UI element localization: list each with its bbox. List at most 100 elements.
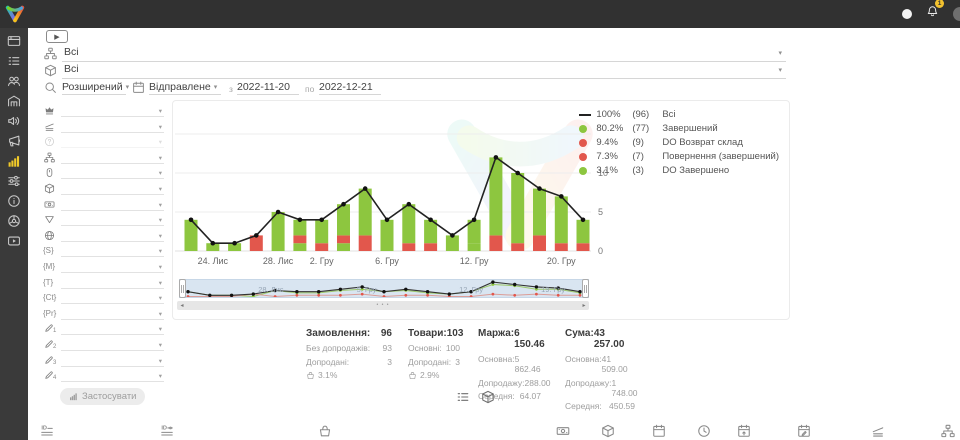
calendar-icon bbox=[132, 81, 145, 94]
search-icon bbox=[44, 81, 57, 94]
stats-row: Допродажу: 1 748.00 bbox=[565, 377, 638, 398]
calendar-icon[interactable] bbox=[652, 424, 666, 438]
theme-toggle-icon[interactable] bbox=[902, 9, 912, 19]
sidebar-item-megaphone[interactable] bbox=[7, 134, 21, 148]
notifications-button[interactable]: 1 bbox=[926, 0, 944, 23]
chevron-down-icon: ▾ bbox=[158, 201, 162, 209]
search-mode-select[interactable]: Розширений ▾ bbox=[62, 79, 129, 95]
filter-row-pencil: 2 ▾ bbox=[44, 338, 164, 354]
svg-text:5: 5 bbox=[598, 207, 603, 217]
scroll-left-arrow[interactable]: ◂ bbox=[180, 303, 184, 309]
box-3d-icon[interactable] bbox=[601, 424, 615, 438]
sidebar-item-wheel[interactable] bbox=[7, 214, 21, 228]
scrollbar-grip[interactable]: • • • bbox=[376, 302, 390, 308]
filter-select[interactable]: ▾ bbox=[61, 291, 164, 305]
sidebar-item-info[interactable] bbox=[7, 194, 21, 208]
legend-item[interactable]: 9.4% (9) DO Возврат склад bbox=[579, 137, 779, 148]
sidebar-item-card[interactable] bbox=[7, 34, 21, 48]
filter-select[interactable]: ▾ bbox=[61, 135, 164, 149]
layers-icon[interactable] bbox=[871, 424, 885, 438]
avatar[interactable] bbox=[953, 7, 960, 21]
id-link-icon[interactable]: ID bbox=[160, 424, 174, 438]
view-toggle-box-3d[interactable] bbox=[481, 390, 495, 404]
sidebar-item-play-box[interactable] bbox=[7, 234, 21, 248]
calendar-edit-icon[interactable] bbox=[797, 424, 811, 438]
chevron-down-icon: ▾ bbox=[158, 341, 162, 349]
chart-legend: 100% (96) Всі 80.2% (77) Завершений 9.4% (9) DO … bbox=[579, 109, 779, 179]
navigator-left-handle[interactable] bbox=[179, 279, 186, 298]
filter-row-sitemap: ▾ bbox=[44, 151, 164, 167]
filter-select[interactable]: ▾ bbox=[61, 338, 164, 351]
filter-row-pencil: 4 ▾ bbox=[44, 369, 164, 385]
chevron-down-icon: ▾ bbox=[778, 67, 782, 74]
filter-select[interactable]: ▾ bbox=[61, 182, 164, 195]
stats-column: Сума: 43 257.00 Основна: 41 509.00 Допродажу… bbox=[565, 328, 638, 415]
token-label: {T} bbox=[43, 277, 54, 287]
sidebar-item-list[interactable] bbox=[7, 54, 21, 68]
orders-chart[interactable]: 0 5 10 24. Лис 28. Лис 2. Гру 6. Гру 12. Гру 20.… bbox=[173, 101, 613, 269]
sidebar-item-sliders[interactable] bbox=[7, 174, 21, 188]
view-toggle-list[interactable] bbox=[456, 390, 470, 404]
chevron-down-icon: ▾ bbox=[158, 279, 162, 287]
chevron-down-icon: ▾ bbox=[158, 232, 162, 240]
filter-select[interactable]: ▾ bbox=[61, 369, 164, 383]
filter-select[interactable]: ▾ bbox=[61, 166, 164, 180]
filter-select[interactable]: ▾ bbox=[61, 260, 164, 273]
status-group-select[interactable]: Всі ▾ bbox=[62, 46, 786, 62]
basket-icon[interactable] bbox=[318, 424, 332, 438]
product-select[interactable]: Всі ▾ bbox=[62, 63, 786, 79]
legend-item[interactable]: 100% (96) Всі bbox=[579, 109, 779, 120]
filter-select[interactable]: ▾ bbox=[61, 307, 164, 320]
sidebar-item-users[interactable] bbox=[7, 74, 21, 88]
legend-item[interactable]: 7.3% (7) Повернення (завершений) bbox=[579, 151, 779, 162]
date-to-input[interactable]: 2022-12-21 bbox=[319, 79, 381, 95]
navigator-tick-label: 5. Гру bbox=[356, 285, 377, 294]
legend-item[interactable]: 80.2% (77) Завершений bbox=[579, 123, 779, 134]
filter-select[interactable]: ▾ bbox=[61, 322, 164, 336]
filter-select[interactable]: ▾ bbox=[61, 244, 164, 258]
collapse-toolbar-button[interactable]: ▶ bbox=[46, 30, 68, 43]
search-filter-row: Розширений ▾ Відправлене ▾ з 2022-11-20 по… bbox=[44, 79, 786, 97]
funnel-icon bbox=[44, 214, 55, 225]
clock-icon[interactable] bbox=[697, 424, 711, 438]
date-from-input[interactable]: 2022-11-20 bbox=[237, 79, 299, 95]
filter-select[interactable]: ▾ bbox=[61, 120, 164, 133]
legend-item[interactable]: 3.1% (3) DO Завершено bbox=[579, 165, 779, 176]
scroll-right-arrow[interactable]: ▸ bbox=[582, 303, 586, 309]
chevron-down-icon: ▾ bbox=[158, 170, 162, 178]
filter-select[interactable]: ▾ bbox=[61, 354, 164, 367]
navigator-right-handle[interactable] bbox=[582, 279, 589, 298]
chart-navigator[interactable]: 28. Лис 5. Гру 12. Гру 19. Гру bbox=[179, 279, 589, 298]
filter-row-pencil: 1 ▾ bbox=[44, 322, 164, 338]
svg-text:ID: ID bbox=[41, 426, 47, 432]
globe-icon bbox=[44, 230, 55, 241]
filter-select[interactable]: ▾ bbox=[61, 229, 164, 242]
app-logo-icon[interactable] bbox=[4, 3, 26, 25]
stats-column: Замовлення: 96 Без допродажів: 93 Допродані:… bbox=[306, 328, 392, 380]
apply-filters-button[interactable]: Застосувати bbox=[60, 388, 146, 405]
id-lines-icon[interactable]: ID bbox=[40, 424, 54, 438]
stats-title: Замовлення: 96 bbox=[306, 328, 392, 339]
basket-icon bbox=[306, 371, 315, 380]
calendar-up-icon[interactable] bbox=[737, 424, 751, 438]
chart-scrollbar[interactable]: ◂ ▸ • • • bbox=[177, 301, 589, 310]
money-icon[interactable] bbox=[556, 424, 570, 438]
filters-panel: ▾ ▾ ▾ ▾ ▾ ▾ ▾ ▾ ▾ {S} ▾ {M} ▾ {T} ▾ {Ct} ▾ {Pr} ▾ 1 ▾ 2 ▾ 3 ▾ 4 ▾ bbox=[43, 104, 164, 385]
sidebar-item-warehouse[interactable] bbox=[7, 94, 21, 108]
sidebar-item-speaker[interactable] bbox=[7, 114, 21, 128]
filter-row-token-{Pr}: {Pr} ▾ bbox=[43, 307, 164, 323]
filter-select[interactable]: ▾ bbox=[61, 151, 164, 164]
bell-icon bbox=[926, 5, 939, 18]
filter-select[interactable]: ▾ bbox=[61, 198, 164, 211]
filter-row-token-{Ct}: {Ct} ▾ bbox=[43, 291, 164, 307]
sidebar-item-chart[interactable] bbox=[7, 154, 21, 168]
svg-text:6. Гру: 6. Гру bbox=[375, 256, 399, 266]
filter-select[interactable]: ▾ bbox=[61, 276, 164, 289]
filter-select[interactable]: ▾ bbox=[61, 104, 164, 117]
sitemap-icon[interactable] bbox=[941, 424, 955, 438]
crown-icon bbox=[44, 105, 55, 116]
filter-select[interactable]: ▾ bbox=[61, 213, 164, 227]
filter-row-token-{T}: {T} ▾ bbox=[43, 276, 164, 292]
date-field-select[interactable]: Відправлене ▾ bbox=[149, 79, 221, 95]
pencil-icon bbox=[44, 339, 55, 350]
